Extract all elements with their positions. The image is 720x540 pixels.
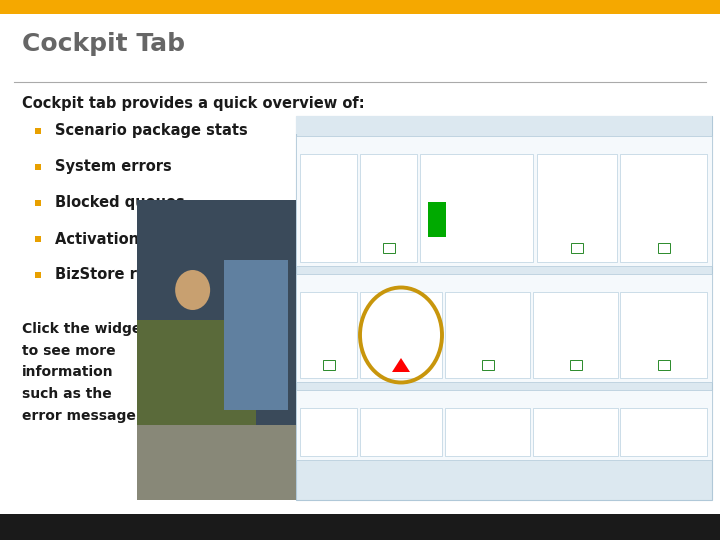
Text: Cockpit Tab: Cockpit Tab [22, 32, 185, 56]
Bar [0, 514, 720, 540]
Text: COCKPIT: COCKPIT [302, 123, 328, 127]
Text: none: none [470, 322, 505, 335]
Bar [300, 408, 357, 456]
Bar [300, 292, 357, 378]
Text: Message Log of Today: Message Log of Today [454, 169, 499, 173]
Bar [35, 272, 41, 278]
Bar [533, 292, 618, 378]
Bar [35, 128, 41, 134]
Text: TOOLS: TOOLS [487, 123, 505, 127]
Bar [620, 154, 707, 262]
Text: ✓: ✓ [660, 244, 667, 253]
Text: ✓: ✓ [385, 244, 392, 253]
Text: Activated Scenario
Processes: Activated Scenario Processes [554, 157, 600, 168]
Text: Activation conflicts: Activation conflicts [55, 232, 215, 246]
Bar [296, 136, 712, 266]
Text: Blocked
Queues: Blocked Queues [478, 295, 497, 306]
Bar [445, 408, 530, 456]
Text: 0.95 GB: 0.95 GB [307, 427, 350, 437]
Bar [35, 200, 41, 206]
Text: Deactivated
Scenario Processes: Deactivated Scenario Processes [640, 295, 687, 306]
Bar [620, 408, 707, 456]
Text: SLD: SLD [338, 123, 348, 127]
Text: Available Scenario
Transactions: Available Scenario Transactions [641, 157, 686, 168]
Bar [360, 292, 442, 378]
Text: ✓: ✓ [574, 244, 580, 253]
Text: Click the widget
to see more
information
such as the
error message: Click the widget to see more information… [22, 322, 148, 423]
Bar [420, 154, 533, 262]
Text: 16.56 %: 16.56 % [554, 427, 598, 437]
Text: HELP: HELP [519, 123, 533, 127]
Bar [360, 154, 417, 262]
Ellipse shape [175, 270, 210, 310]
Text: Database Size: Database Size [311, 410, 346, 415]
Text: 10920: 10920 [384, 427, 418, 437]
Text: Used Memory: Used Memory [471, 410, 505, 415]
Text: 77: 77 [567, 200, 588, 215]
Text: MONITORING: MONITORING [442, 123, 478, 127]
Bar [620, 292, 707, 378]
Text: 1: 1 [397, 322, 405, 335]
Bar [445, 292, 530, 378]
Bar [35, 236, 41, 242]
Text: ✓: ✓ [572, 361, 579, 369]
Bar [225, 260, 288, 410]
Text: Used CPUs: Used CPUs [651, 410, 676, 415]
Text: Error Information: Error Information [306, 278, 395, 287]
Text: Blocked queues: Blocked queues [55, 195, 185, 211]
Bar [537, 154, 617, 262]
Bar [571, 243, 583, 253]
Text: 9: 9 [383, 200, 394, 215]
Bar [300, 154, 357, 262]
Text: © 2016 SAP SE or an SAP affiliate company. All rights reserved.: © 2016 SAP SE or an SAP affiliate compan… [12, 523, 300, 531]
Text: Active Scenario
Packages: Active Scenario Packages [369, 157, 408, 168]
Bar [137, 200, 296, 500]
Text: BizStore
Documents: BizStore Documents [387, 410, 415, 421]
Text: none: none [646, 322, 681, 335]
Bar [360, 408, 442, 456]
Text: Integration Scenarios: Integration Scenarios [306, 140, 416, 149]
Bar [657, 243, 670, 253]
Bar [137, 425, 296, 500]
Bar [296, 274, 712, 382]
Text: Scenario package stats: Scenario package stats [55, 124, 248, 138]
Bar [323, 360, 335, 370]
Text: 0.297 GB: 0.297 GB [463, 427, 512, 437]
Text: Activation
Conflicts: Activation Conflicts [563, 295, 588, 306]
Text: ✓: ✓ [484, 361, 491, 369]
Text: ✓: ✓ [660, 361, 667, 369]
Bar [0, 0, 720, 14]
Bar [657, 360, 670, 370]
Bar [296, 116, 712, 134]
Bar [570, 360, 582, 370]
Bar [533, 408, 618, 456]
Polygon shape [392, 358, 410, 372]
Text: 23: 23 [318, 200, 339, 215]
Text: System Resource Information: System Resource Information [306, 394, 457, 403]
Text: none: none [558, 322, 593, 335]
Text: 610: 610 [647, 200, 680, 215]
Text: BizStore resource usage: BizStore resource usage [55, 267, 256, 282]
Bar [35, 164, 41, 170]
Text: MAINTENANCE: MAINTENANCE [358, 123, 398, 127]
Bar [428, 202, 446, 237]
Text: Available Scenario
Packages: Available Scenario Packages [306, 157, 351, 168]
Text: ⚙: ⚙ [323, 241, 334, 254]
Text: System errors: System errors [55, 159, 172, 174]
Bar [482, 360, 493, 370]
Text: 4: 4 [660, 427, 667, 437]
Text: Errors in Store
Technical Errors: Errors in Store Technical Errors [382, 295, 420, 306]
Text: SCENARIOS: SCENARIOS [400, 123, 431, 127]
Text: 4: 4 [704, 523, 710, 531]
Bar [137, 320, 256, 500]
Bar [296, 116, 712, 500]
Bar [296, 390, 712, 460]
Text: ✓: ✓ [325, 361, 332, 369]
Bar [382, 243, 395, 253]
Text: Message Log of Today: Message Log of Today [450, 157, 503, 162]
Text: Cockpit tab provides a quick overview of:: Cockpit tab provides a quick overview of… [22, 96, 364, 111]
Text: Used Memory: Used Memory [559, 410, 593, 415]
Text: none: none [311, 322, 346, 335]
Text: Errors in
Receive Systems: Errors in Receive Systems [308, 295, 349, 306]
